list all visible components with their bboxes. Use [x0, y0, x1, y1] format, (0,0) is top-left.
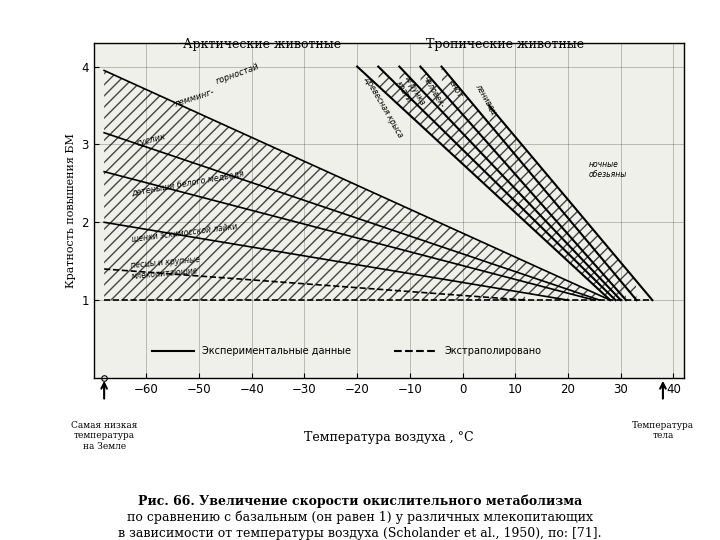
Text: человек-: человек- — [420, 75, 446, 110]
Text: горностай: горностай — [215, 62, 261, 86]
Text: в зависимости от температуры воздуха (Scholander et al., 1950), по: [71].: в зависимости от температуры воздуха (Sc… — [118, 526, 602, 539]
Y-axis label: Кратность повышения БМ: Кратность повышения БМ — [66, 133, 76, 288]
Text: по сравнению с базальным (он равен 1) у различных млекопитающих: по сравнению с базальным (он равен 1) у … — [127, 510, 593, 524]
X-axis label: Температура воздуха , °C: Температура воздуха , °C — [304, 430, 474, 443]
Text: ночные
обезьяны: ночные обезьяны — [589, 160, 627, 179]
Text: древесная крыса: древесная крыса — [362, 75, 405, 139]
Text: песцы и крупные
млекопитающие: песцы и крупные млекопитающие — [130, 255, 202, 281]
Text: Температура
тела: Температура тела — [632, 421, 694, 440]
Text: ленивец: ленивец — [473, 82, 498, 116]
Text: Самая низкая
температура
на Земле: Самая низкая температура на Земле — [71, 421, 138, 450]
Text: Экспериментальные данные: Экспериментальные данные — [202, 346, 351, 356]
Text: Рис. 66. Увеличение скорости окислительного метаболизма: Рис. 66. Увеличение скорости окислительн… — [138, 494, 582, 508]
Text: игрунка
коати: игрунка коати — [394, 75, 427, 112]
Text: енот: енот — [447, 78, 464, 99]
Text: щенки эскимосской лайки: щенки эскимосской лайки — [130, 222, 238, 244]
Text: Арктические животные: Арктические животные — [183, 38, 341, 51]
Text: детеныши белого медведя: детеныши белого медведя — [130, 170, 245, 199]
Text: Тропические животные: Тропические животные — [426, 38, 584, 51]
Text: Экстраполировано: Экстраполировано — [444, 346, 541, 356]
Text: лемминг-: лемминг- — [173, 88, 215, 110]
Text: суслик: суслик — [136, 132, 167, 149]
